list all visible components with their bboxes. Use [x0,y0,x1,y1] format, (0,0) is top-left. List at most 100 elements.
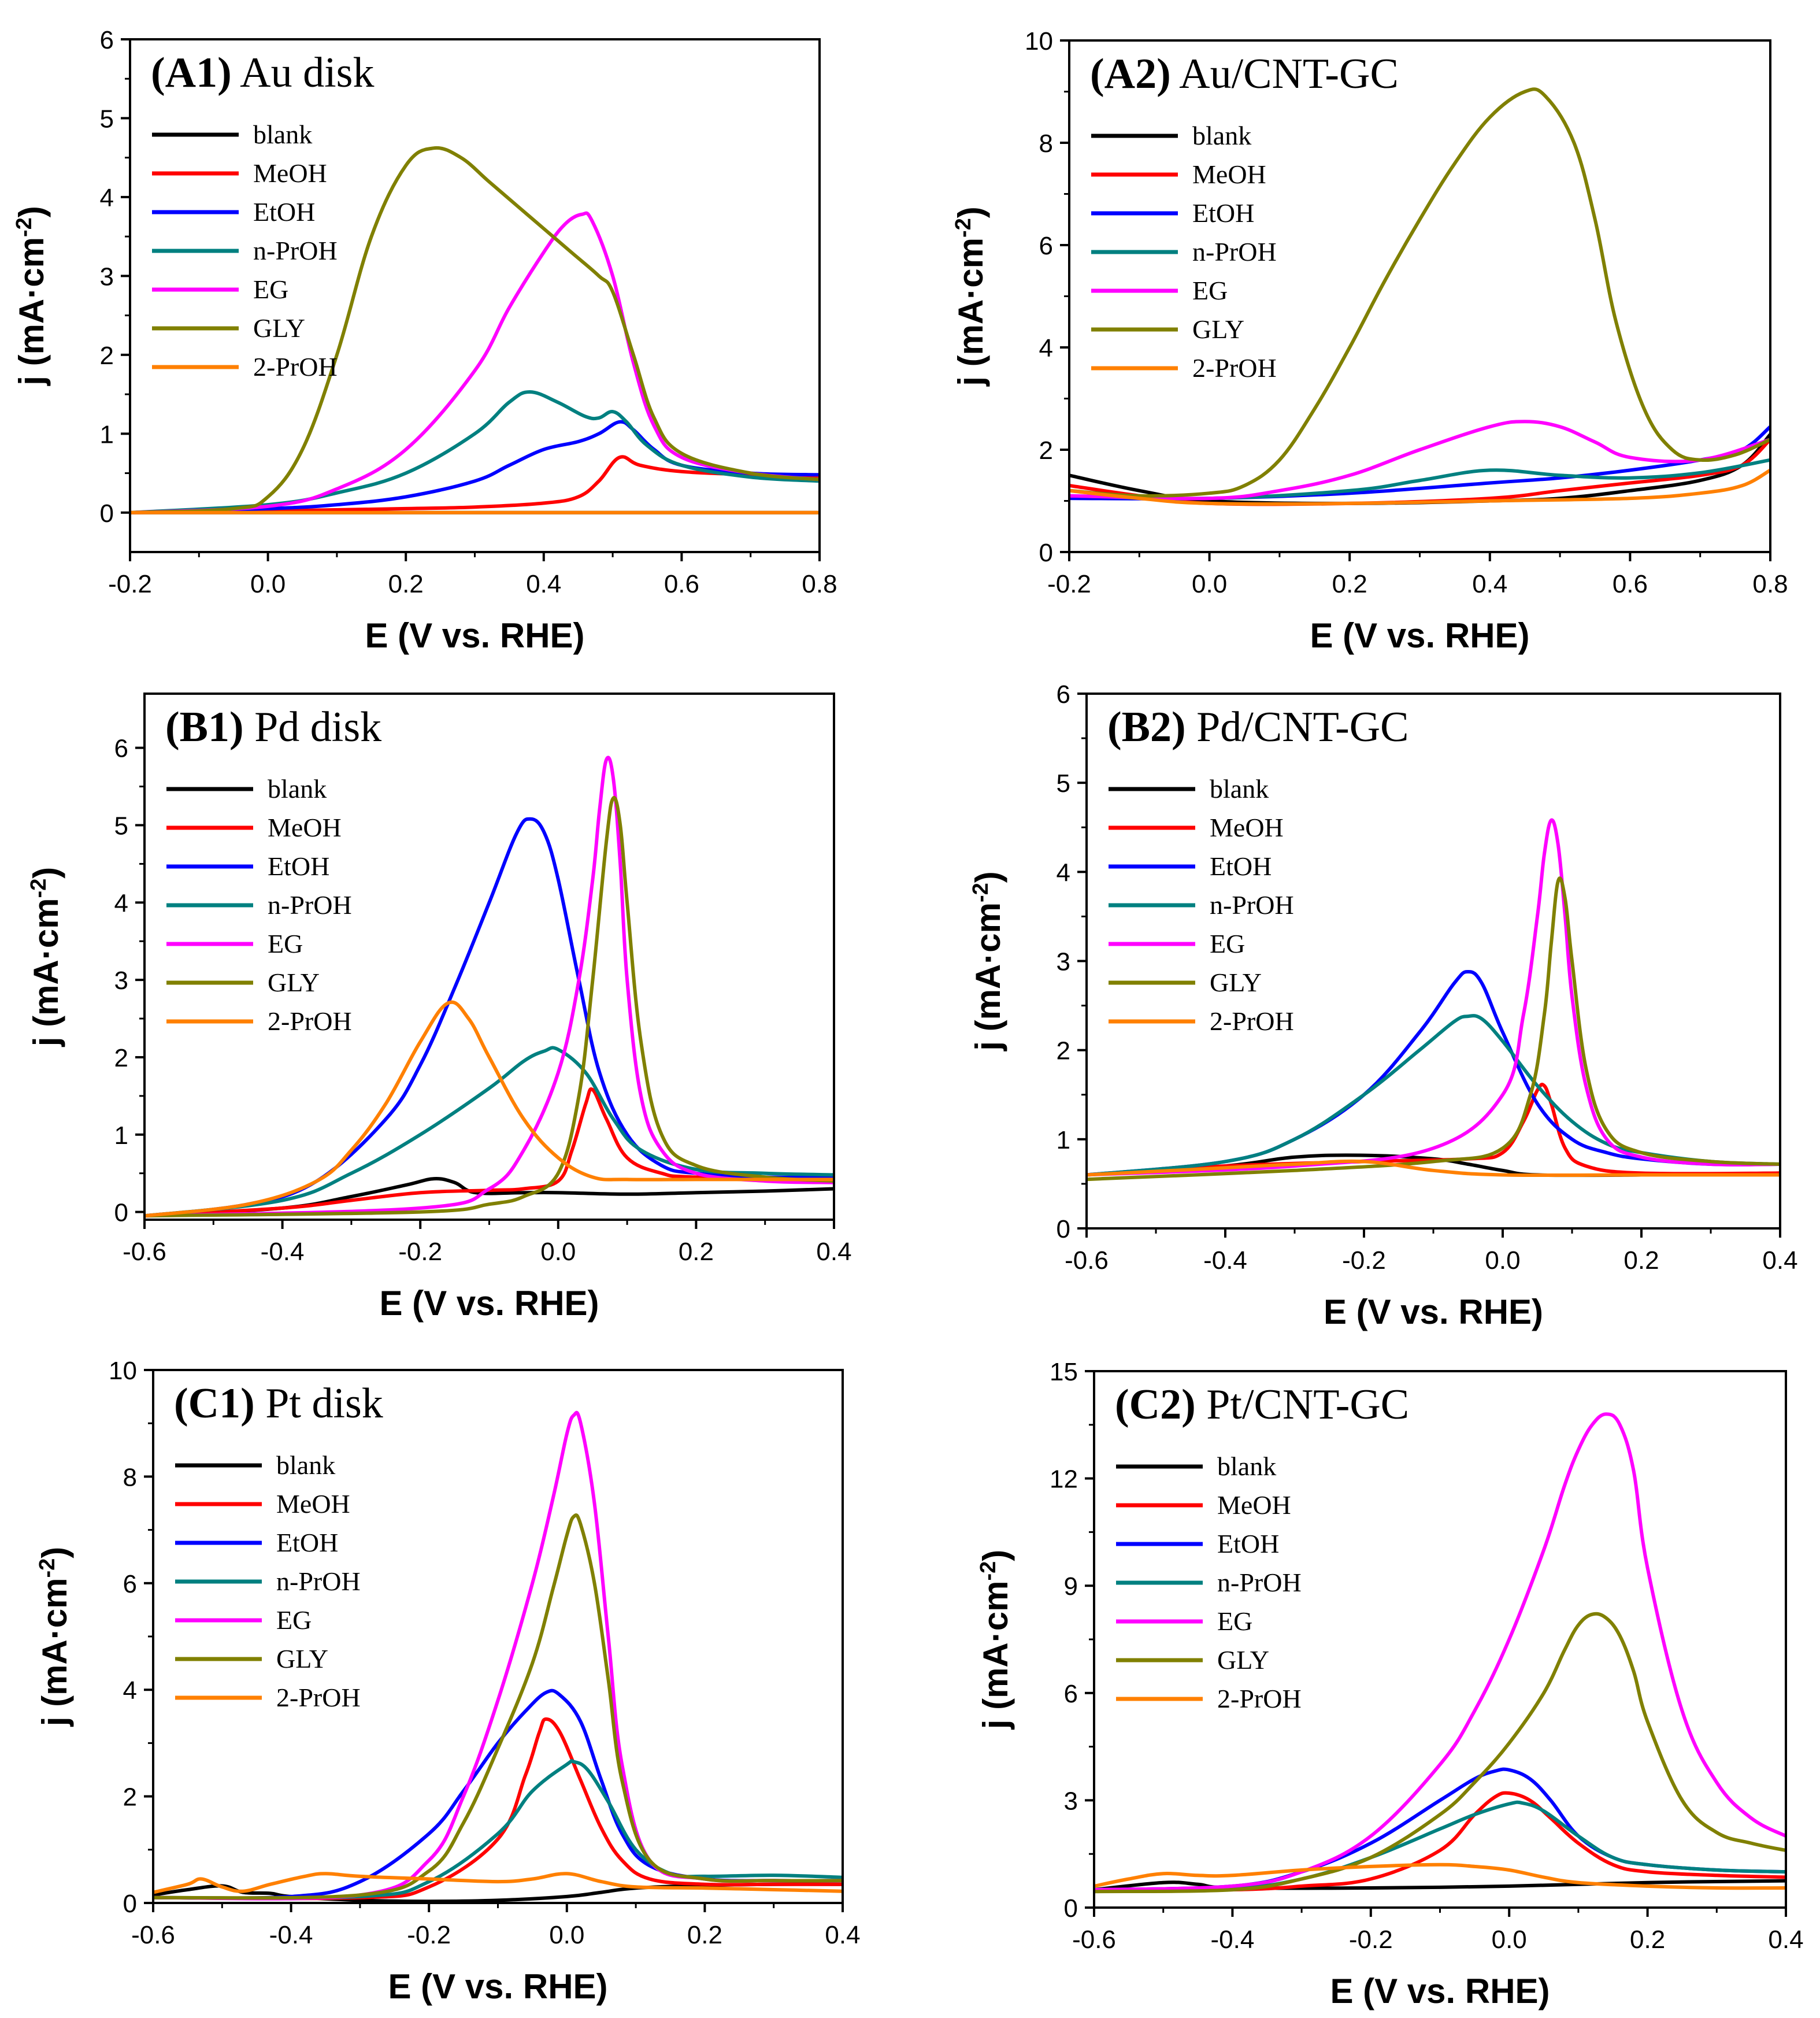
legend-label-n-proh: n-PrOH [1210,890,1294,920]
legend-label-eg: EG [1192,276,1228,305]
legend-label-gly: GLY [276,1644,328,1673]
y-tick-label-b2: 6 [1057,680,1070,709]
x-tick-label-c1: -0.6 [131,1921,175,1949]
panel-title-a1: (A1) Au disk [151,49,374,97]
legend-label-blank: blank [268,774,327,804]
legend-b2: blank MeOH EtOH n-PrOH EG GLY 2-PrOH [1109,774,1294,1036]
series-line-blank [1094,1879,1786,1892]
y-axis-label-a1: j (mA·cm-2) [12,206,51,386]
y-tick-label-c2: 9 [1064,1572,1078,1601]
x-tick-label-b1: -0.6 [123,1238,166,1266]
y-tick-label-c2: 3 [1064,1787,1078,1815]
x-tick-label-b1: -0.4 [261,1238,305,1266]
y-tick-label-a1: 3 [100,262,114,291]
series-line-2-proh [153,1872,843,1894]
x-tick-label-c2: -0.2 [1349,1926,1393,1954]
legend-label-blank: blank [1192,121,1251,150]
y-tick-label-c1: 0 [123,1890,137,1918]
x-tick-label-b2: -0.2 [1342,1246,1386,1275]
y-tick-label-a2: 2 [1039,436,1053,465]
y-tick-label-b2: 5 [1057,769,1070,798]
x-tick-label-a2: 0.4 [1472,570,1507,598]
series-line-meoh [153,1717,843,1901]
series-line-n-proh [130,390,820,514]
x-axis-label-c2: E (V vs. RHE) [1330,1972,1550,2010]
y-tick-label-c2: 15 [1050,1358,1078,1386]
y-tick-label-c1: 8 [123,1463,137,1491]
y-tick-label-b2: 0 [1057,1215,1070,1243]
y-tick-label-b1: 0 [114,1199,128,1227]
plot-area-c2 [1094,1412,1786,1894]
y-tick-label-b2: 1 [1057,1126,1070,1154]
y-tick-label-b2: 2 [1057,1037,1070,1065]
x-tick-label-c1: 0.4 [825,1921,860,1949]
series-line-gly [144,795,834,1218]
y-tick-label-c1: 4 [123,1676,137,1705]
x-tick-label-c1: -0.4 [269,1921,313,1949]
legend-b1: blank MeOH EtOH n-PrOH EG GLY 2-PrOH [166,774,352,1036]
legend-label-etoh: EtOH [1192,198,1254,228]
legend-label-meoh: MeOH [253,158,327,188]
legend-label-meoh: MeOH [268,813,342,842]
legend-label-blank: blank [1217,1452,1276,1481]
series-line-eg [144,756,834,1218]
x-tick-label-a2: 0.6 [1613,570,1648,598]
x-tick-label-a2: -0.2 [1047,570,1091,598]
x-tick-label-b2: -0.6 [1065,1246,1109,1275]
x-axis-label-a1: E (V vs. RHE) [365,616,584,655]
series-line-eg [130,211,820,514]
plot-area-a2 [1069,87,1770,506]
plot-area-c1 [153,1410,843,1903]
panel-b2: -0.6 -0.4 -0.2 0.0 0.2 0.4 0 1 2 3 4 5 6 E (V vs. RHE… [969,680,1798,1331]
series-line-2-proh [144,1000,834,1218]
y-tick-label-a1: 2 [100,342,114,370]
legend-label-2-proh: 2-PrOH [276,1683,361,1712]
legend-label-n-proh: n-PrOH [253,236,338,265]
legend-label-eg: EG [268,929,303,958]
y-tick-label-a2: 8 [1039,129,1053,158]
legend-label-n-proh: n-PrOH [1217,1568,1302,1597]
x-tick-label-c1: 0.2 [687,1921,722,1949]
x-tick-label-b2: -0.4 [1203,1246,1247,1275]
series-line-meoh [144,1087,834,1218]
x-tick-label-c1: -0.2 [407,1921,451,1949]
y-tick-label-b1: 5 [114,812,128,840]
x-tick-label-a1: 0.2 [388,570,424,598]
y-tick-label-b1: 2 [114,1044,128,1072]
x-tick-label-c2: -0.6 [1072,1926,1116,1954]
y-tick-label-a2: 6 [1039,232,1053,260]
y-axis-label-a2: j (mA·cm-2) [951,206,990,386]
legend-label-2-proh: 2-PrOH [268,1006,352,1036]
panel-a2: -0.2 0.0 0.2 0.4 0.6 0.8 0 2 4 6 8 10 E (V vs. RHE) j… [951,27,1788,655]
y-tick-label-c2: 0 [1064,1894,1078,1923]
panel-title-c2: (C2) Pt/CNT-GC [1115,1381,1409,1428]
legend-label-eg: EG [1210,929,1245,958]
legend-c1: blank MeOH EtOH n-PrOH EG GLY 2-PrOH [175,1450,361,1712]
x-axis-label-a2: E (V vs. RHE) [1310,616,1529,655]
series-line-n-proh [153,1758,843,1900]
x-axis-label-b2: E (V vs. RHE) [1324,1293,1543,1331]
x-tick-label-a1: 0.0 [250,570,286,598]
legend-label-etoh: EtOH [1217,1529,1279,1558]
y-tick-label-b1: 4 [114,889,128,917]
legend-label-n-proh: n-PrOH [268,890,352,920]
y-tick-label-b2: 3 [1057,948,1070,976]
series-line-eg [1087,818,1780,1177]
y-tick-label-b2: 4 [1057,858,1070,887]
y-tick-label-a2: 0 [1039,539,1053,567]
plot-area-b1 [144,756,834,1218]
legend-a1: blank MeOH EtOH n-PrOH EG GLY 2-PrOH [152,120,338,382]
x-tick-label-a1: -0.2 [108,570,152,598]
panel-title-c1: (C1) Pt disk [174,1380,383,1427]
legend-label-blank: blank [253,120,312,149]
y-tick-label-a1: 1 [100,420,114,449]
y-tick-label-a1: 0 [100,499,114,528]
legend-a2: blank MeOH EtOH n-PrOH EG GLY 2-PrOH [1091,121,1277,383]
legend-label-2-proh: 2-PrOH [1217,1684,1302,1713]
x-tick-label-b1: 0.2 [679,1238,714,1266]
legend-label-gly: GLY [253,313,305,343]
y-axis-label-c2: j (mA·cm-2) [976,1550,1015,1730]
x-tick-label-c1: 0.0 [549,1921,584,1949]
y-tick-label-c2: 6 [1064,1680,1078,1708]
legend-label-n-proh: n-PrOH [1192,237,1277,266]
